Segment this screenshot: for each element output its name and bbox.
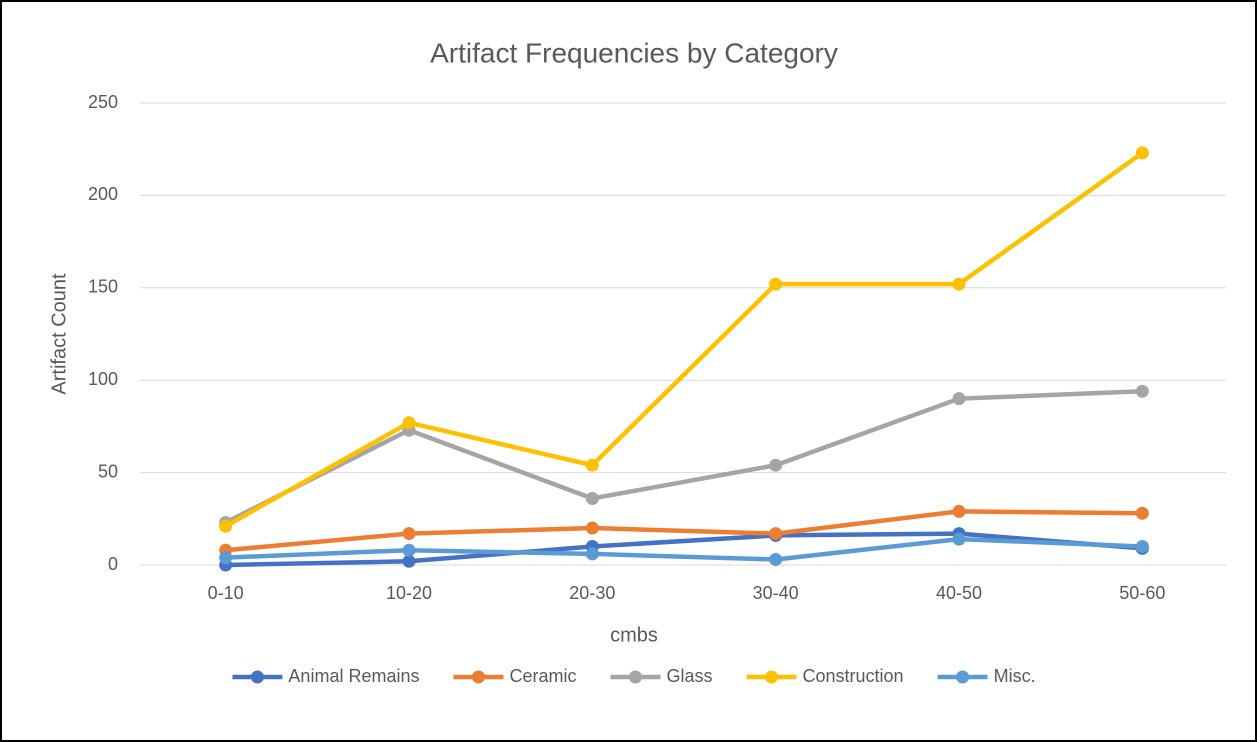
data-point: [769, 458, 783, 472]
data-point: [219, 519, 233, 533]
legend-marker: [250, 670, 264, 684]
data-point: [952, 504, 966, 518]
data-point: [952, 277, 966, 291]
y-tick-label: 100: [88, 369, 118, 389]
legend-label: Construction: [803, 666, 904, 686]
legend-item: Glass: [610, 666, 713, 686]
legend-item: Animal Remains: [232, 666, 419, 686]
x-tick-label: 0-10: [208, 583, 244, 603]
data-point: [769, 527, 783, 541]
x-tick-label: 40-50: [936, 583, 982, 603]
data-point: [769, 552, 783, 566]
legend-marker: [628, 670, 642, 684]
series-line: [225, 509, 1143, 553]
x-tick-label: 20-30: [569, 583, 615, 603]
y-tick-label: 50: [98, 461, 118, 481]
y-axis-label: Artifact Count: [48, 273, 70, 395]
data-point: [402, 527, 416, 541]
x-tick-label: 10-20: [386, 583, 432, 603]
y-tick-label: 250: [88, 92, 118, 112]
chart-title: Artifact Frequencies by Category: [430, 37, 838, 68]
x-tick-label: 30-40: [753, 583, 799, 603]
y-tick-label: 150: [88, 277, 118, 297]
y-tick-label: 0: [108, 554, 118, 574]
series-line: [225, 531, 1143, 568]
data-point: [402, 543, 416, 557]
data-point: [585, 458, 599, 472]
legend-marker: [471, 670, 485, 684]
data-point: [1135, 540, 1149, 554]
legend-label: Misc.: [994, 666, 1036, 686]
data-point: [952, 392, 966, 406]
legend-item: Ceramic: [453, 666, 576, 686]
series-line: [224, 389, 1143, 525]
legend-item: Construction: [746, 666, 904, 686]
legend-marker: [956, 670, 970, 684]
data-point: [402, 416, 416, 430]
data-point: [585, 521, 599, 535]
data-point: [1135, 384, 1149, 398]
x-axis-label: cmbs: [610, 624, 658, 646]
data-point: [219, 551, 233, 565]
x-tick-label: 50-60: [1119, 583, 1165, 603]
legend-label: Animal Remains: [288, 666, 419, 686]
series-line: [225, 536, 1143, 562]
series-line: [224, 151, 1144, 529]
legend-marker: [765, 670, 779, 684]
data-point: [402, 554, 416, 568]
data-point: [1135, 146, 1149, 160]
legend-label: Ceramic: [509, 666, 576, 686]
data-point: [769, 277, 783, 291]
data-point: [585, 547, 599, 561]
data-point: [585, 491, 599, 505]
data-point: [1135, 506, 1149, 520]
legend-label: Glass: [666, 666, 712, 686]
data-point: [952, 532, 966, 546]
legend-item: Misc.: [937, 666, 1036, 686]
y-tick-label: 200: [88, 184, 118, 204]
